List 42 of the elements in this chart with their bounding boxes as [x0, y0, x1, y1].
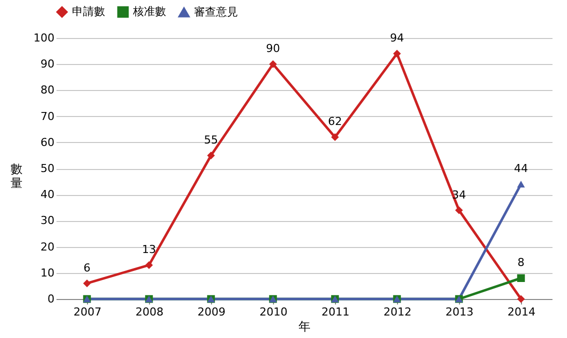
y-tick-label: 70 [40, 110, 54, 123]
point [207, 152, 215, 160]
x-tick-label: 2012 [384, 306, 412, 318]
legend-label: 申請數 [72, 5, 105, 18]
data-label: 13 [142, 243, 156, 256]
y-axis-title: 數量 [10, 162, 22, 190]
x-tick-label: 2007 [74, 306, 102, 318]
x-tick-label: 2009 [198, 306, 226, 318]
point [393, 50, 401, 58]
y-tick-label: 60 [40, 136, 54, 149]
x-axis-title: 年 [298, 320, 310, 334]
y-tick-label: 80 [40, 84, 54, 97]
x-tick-label: 2014 [508, 306, 536, 318]
data-label: 94 [390, 32, 404, 45]
point [331, 133, 339, 142]
data-label: 90 [266, 42, 280, 56]
point [83, 279, 91, 288]
y-tick-label: 0 [48, 292, 54, 306]
y-tick-label: 40 [40, 188, 54, 202]
data-label: 8 [518, 256, 524, 270]
y-tick-label: 30 [40, 214, 54, 228]
legend-label: 核准數 [132, 5, 166, 18]
point [517, 180, 525, 188]
point [517, 295, 525, 303]
y-tick-label: 50 [40, 162, 54, 175]
x-tick-label: 2011 [322, 306, 350, 318]
point [517, 274, 525, 282]
data-label: 55 [204, 133, 218, 146]
x-tick-label: 2008 [136, 306, 164, 318]
y-tick-label: 10 [40, 266, 54, 280]
data-label: 44 [514, 162, 528, 176]
y-tick-label: 90 [40, 58, 54, 71]
point [145, 261, 153, 269]
data-label: 62 [328, 115, 342, 128]
x-tick-label: 2013 [446, 306, 474, 318]
y-tick-label: 20 [40, 240, 54, 254]
point [455, 206, 463, 214]
legend-label: 審查意見 [194, 5, 238, 18]
y-tick-label: 100 [34, 32, 54, 44]
data-label: 6 [84, 261, 90, 274]
x-tick-label: 2010 [260, 306, 288, 318]
point [269, 60, 277, 68]
